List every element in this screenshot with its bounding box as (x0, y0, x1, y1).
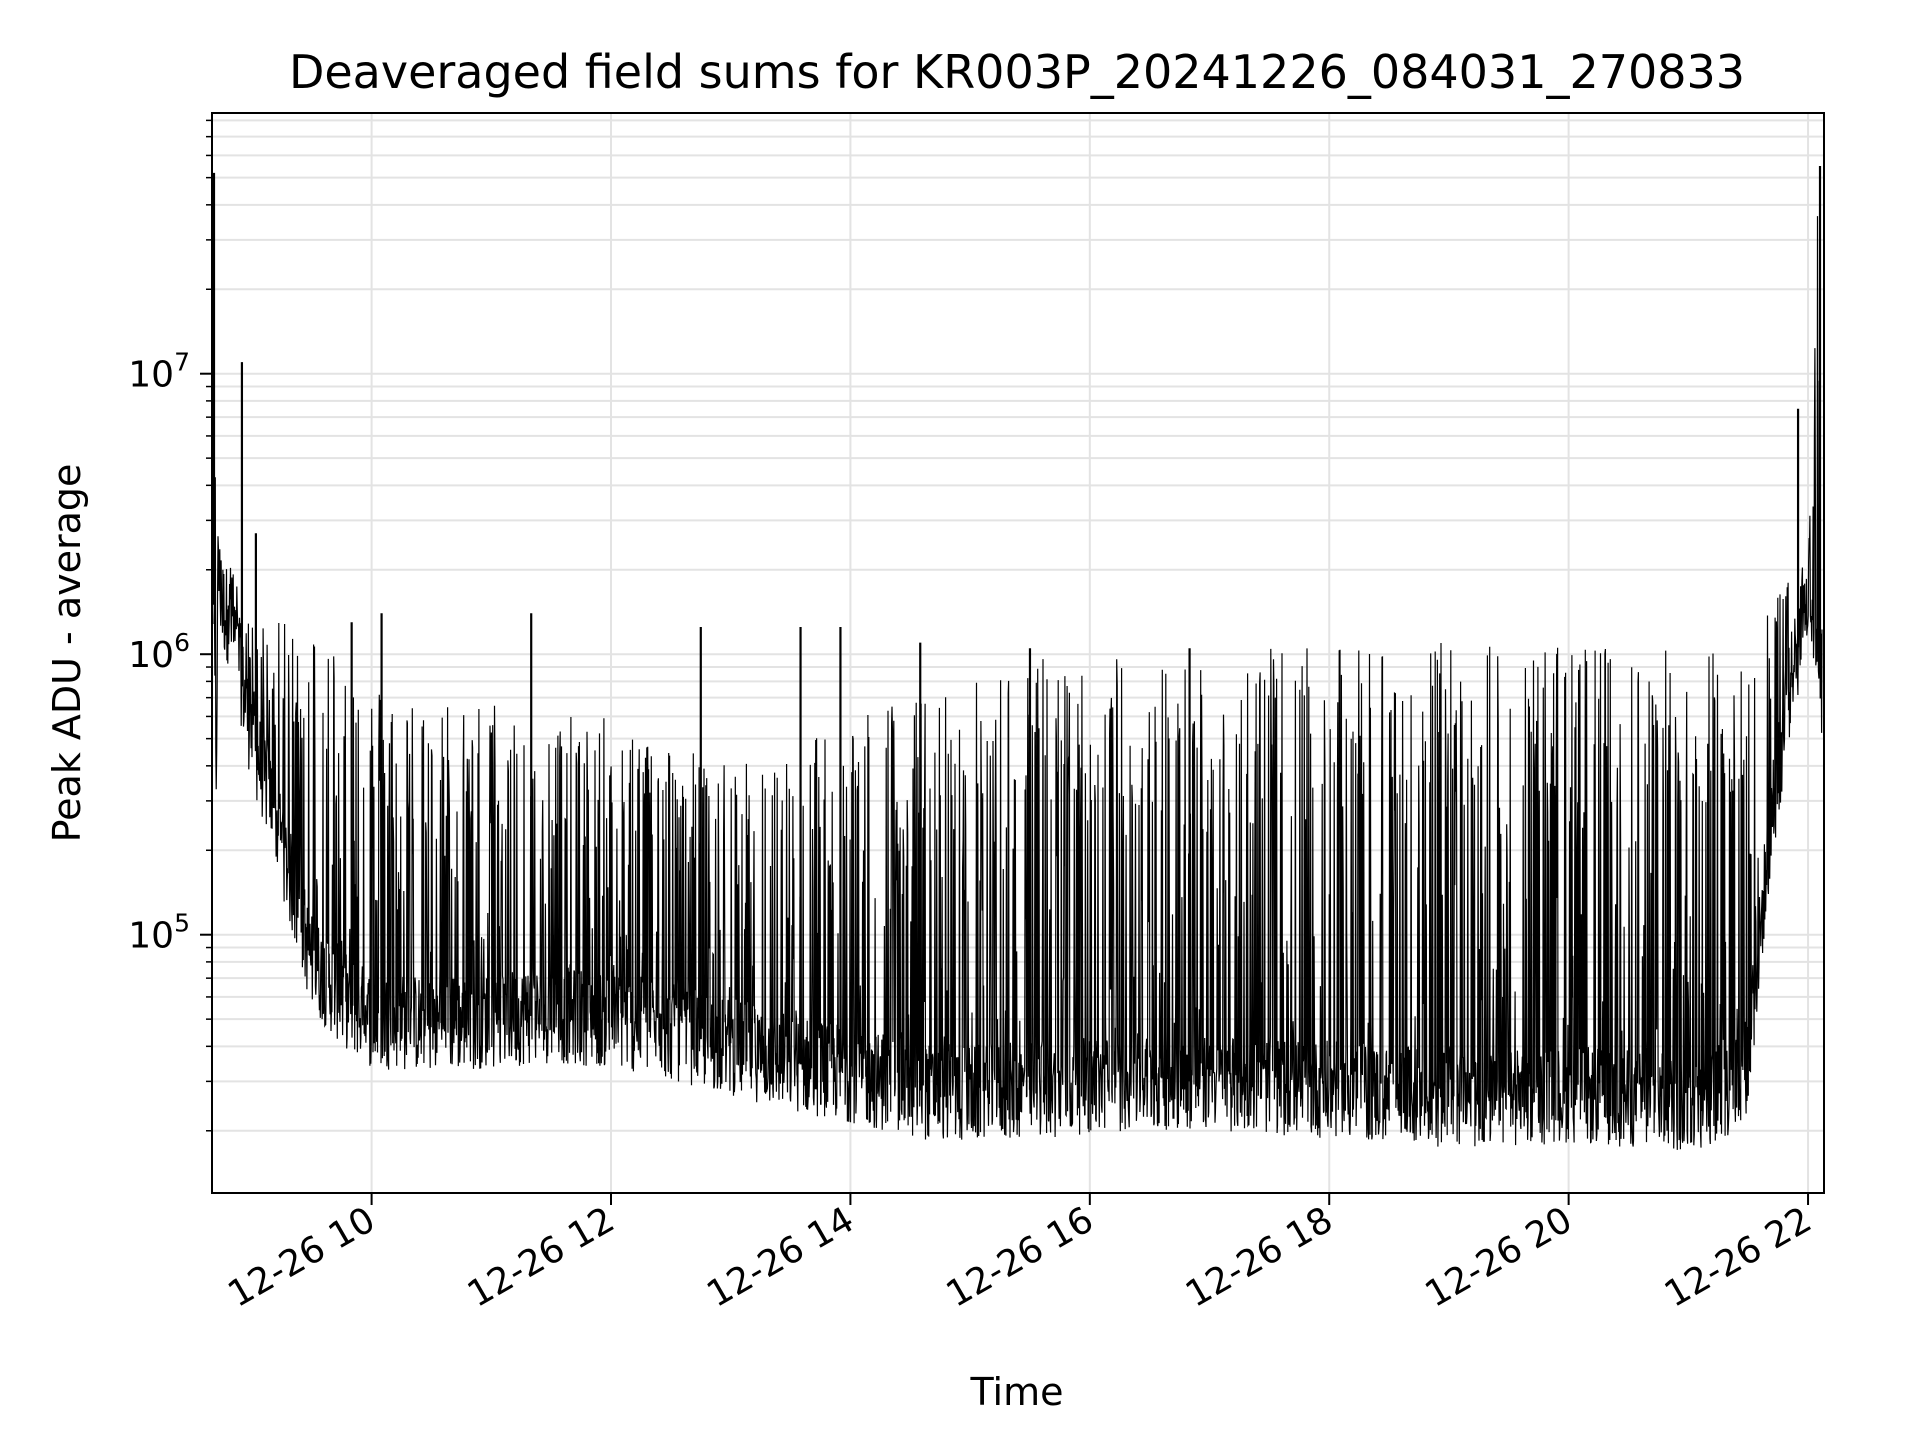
x-tick-label: 12-26 18 (1179, 1199, 1340, 1315)
data-series (212, 166, 1823, 1150)
plot-frame (211, 112, 1825, 1194)
y-axis: 105 106 107 (128, 119, 212, 1132)
x-tick-label: 12-26 20 (1418, 1199, 1579, 1315)
x-tick-label: 12-26 16 (940, 1199, 1101, 1315)
x-tick-label: 12-26 12 (461, 1199, 622, 1315)
x-tick-label: 12-26 10 (221, 1199, 382, 1315)
x-tick-label: 12-26 14 (700, 1199, 861, 1315)
y-tick-label: 105 (128, 909, 190, 957)
x-tick-label: 12-26 22 (1658, 1199, 1819, 1315)
series-line (213, 216, 1823, 1150)
x-axis-label: Time (970, 1370, 1064, 1414)
x-axis: 12-26 10 12-26 12 12-26 14 12-26 16 12-26 18… (221, 1193, 1819, 1316)
y-tick-label: 107 (128, 348, 190, 396)
y-axis-label: Peak ADU - average (45, 464, 89, 843)
y-tick-label: 106 (128, 628, 190, 676)
chart-title: Deaveraged field sums for KR003P_2024122… (289, 45, 1745, 99)
